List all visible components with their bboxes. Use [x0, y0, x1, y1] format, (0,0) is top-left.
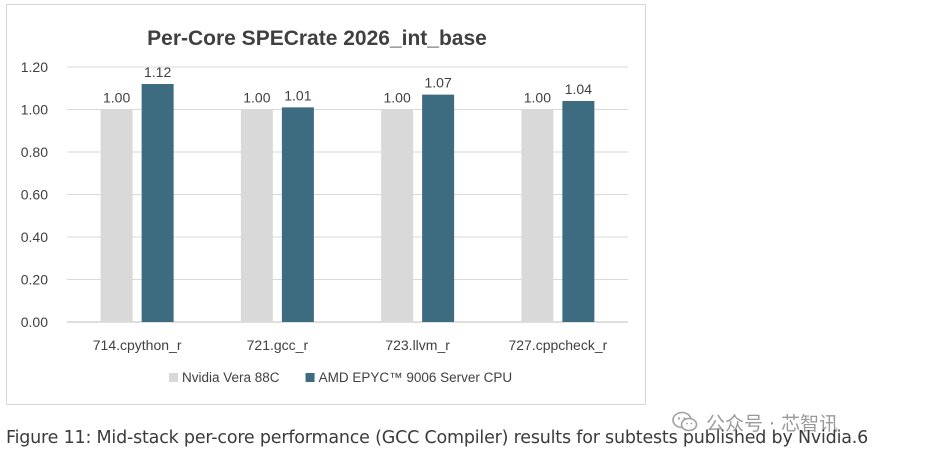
chart-title: Per-Core SPECrate 2026_int_base	[147, 27, 487, 50]
legend-label: Nvidia Vera 88C	[182, 370, 280, 385]
x-tick-label: 714.cpython_r	[93, 337, 182, 353]
legend-label: AMD EPYC™ 9006 Server CPU	[319, 370, 513, 385]
y-axis-ticks: 0.00 0.20 0.40 0.60 0.80 1.00 1.20	[21, 59, 48, 330]
bar-nvidia	[381, 109, 414, 322]
legend-swatch	[169, 373, 178, 382]
y-tick-label: 0.60	[21, 187, 48, 203]
data-label: 1.00	[384, 90, 411, 106]
y-tick-label: 1.00	[21, 102, 48, 118]
bar-nvidia	[100, 109, 133, 322]
legend-swatch	[305, 373, 315, 382]
data-label: 1.12	[144, 64, 171, 80]
data-label: 1.00	[524, 90, 551, 106]
wechat-icon	[672, 411, 698, 432]
bar-nvidia	[521, 109, 554, 322]
legend: Nvidia Vera 88C AMD EPYC™ 9006 Server CPU	[169, 370, 512, 385]
x-axis-ticks: 714.cpython_r 721.gcc_r 723.llvm_r 727.cppc…	[93, 337, 608, 353]
figure-caption: Figure 11: Mid-stack per-core performanc…	[6, 428, 869, 448]
y-tick-label: 0.00	[21, 314, 48, 330]
data-label: 1.00	[243, 90, 270, 106]
y-tick-label: 0.40	[21, 229, 48, 245]
x-tick-label: 727.cppcheck_r	[508, 337, 607, 353]
chart-container: Per-Core SPECrate 2026_int_base 0.00 0.20…	[6, 4, 646, 405]
data-label: 1.00	[103, 90, 130, 106]
bar-amd	[281, 107, 314, 322]
y-tick-label: 1.20	[21, 59, 48, 75]
data-label: 1.01	[284, 87, 311, 103]
bar-nvidia	[240, 109, 273, 322]
x-tick-label: 723.llvm_r	[385, 337, 450, 353]
data-label: 1.07	[425, 75, 452, 91]
bar-amd	[141, 84, 174, 322]
bar-amd	[422, 94, 455, 322]
bar-chart: Per-Core SPECrate 2026_int_base 0.00 0.20…	[21, 27, 628, 385]
watermark: 公众号 · 芯智讯	[672, 408, 838, 436]
x-tick-label: 721.gcc_r	[247, 337, 309, 353]
data-label: 1.04	[565, 81, 592, 97]
y-tick-label: 0.20	[21, 272, 48, 288]
y-tick-label: 0.80	[21, 144, 48, 160]
bars: 1.00 1.12 1.00 1.01 1.00 1.07 1.00 1.04	[100, 64, 595, 322]
bar-amd	[562, 101, 595, 322]
watermark-text: 公众号 · 芯智讯	[706, 412, 839, 435]
